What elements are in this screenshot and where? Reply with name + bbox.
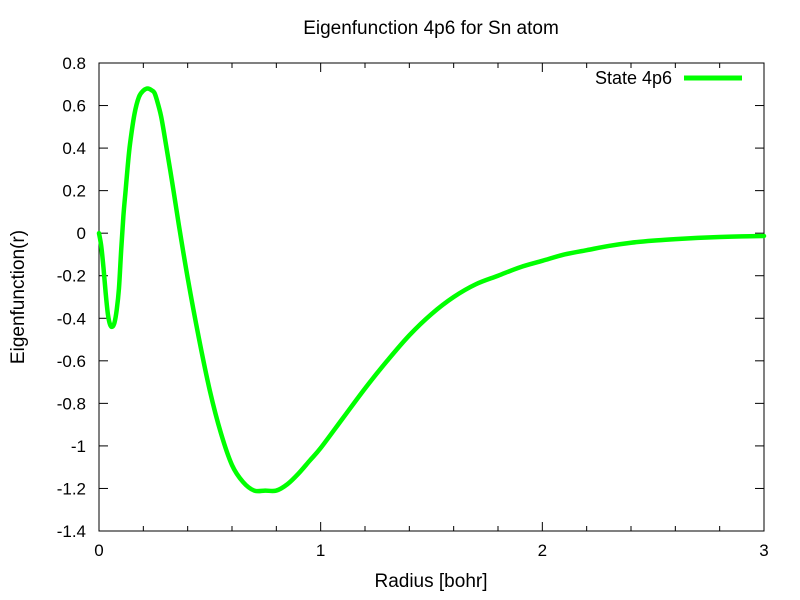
x-axis: 0 1 2 3 [94,63,769,560]
y-tick-label: -1.4 [57,522,86,541]
y-tick-label: -0.4 [57,309,86,328]
x-tick-label: 1 [316,541,325,560]
series-layer [96,86,767,494]
y-tick-label: -0.2 [57,267,86,286]
x-axis-label: Radius [bohr] [374,571,487,592]
y-tick-label: -0.6 [57,352,86,371]
y-tick-label: 0.8 [62,54,86,73]
y-axis: 0.8 0.6 0.4 0.2 0 -0.2 -0.4 -0.6 -0.8 -1 -1.2 -1.4 [57,54,764,541]
y-tick-label: 0 [77,224,86,243]
legend-label: State 4p6 [595,68,672,88]
y-tick-label: -0.8 [57,394,86,413]
x-tick-label: 3 [759,541,768,560]
y-axis-label: Eigenfunction(r) [8,230,29,364]
chart-title: Eigenfunction 4p6 for Sn atom [303,18,559,39]
series-line-state-4p6 [96,86,767,494]
plot-frame [98,62,765,532]
y-tick-label: -1 [71,437,86,456]
x-tick-label: 2 [538,541,547,560]
y-tick-label: 0.4 [62,139,86,158]
y-tick-label: -1.2 [57,479,86,498]
y-tick-label: 0.2 [62,182,86,201]
x-tick-label: 0 [94,541,103,560]
y-tick-label: 0.6 [62,97,86,116]
legend: State 4p6 [595,68,742,88]
